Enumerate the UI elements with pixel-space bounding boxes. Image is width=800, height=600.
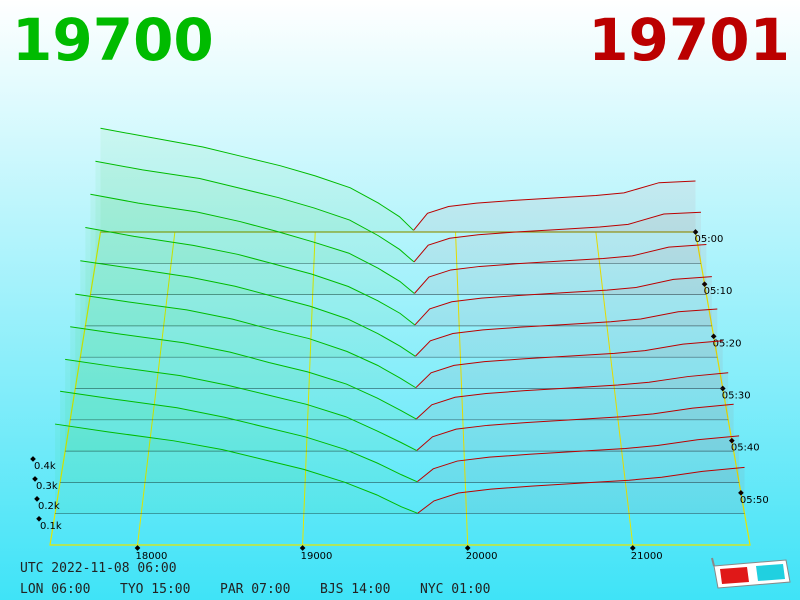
clock: BJS 14:00 <box>320 582 390 597</box>
ask-area <box>415 308 718 358</box>
y-tick-label: 0.3k <box>36 481 58 492</box>
bid-area <box>100 128 414 232</box>
ask-depth-line <box>415 340 723 388</box>
bid-area <box>60 391 418 483</box>
ask-depth-line <box>414 243 707 294</box>
utc-time: UTC 2022-11-08 06:00 <box>20 561 177 576</box>
x-tick-label: 20000 <box>466 551 498 562</box>
y-tick-mark <box>36 515 42 522</box>
ask-price: 19701 <box>588 6 790 74</box>
z-tick-label: 05:20 <box>713 338 742 349</box>
clock: NYC 01:00 <box>420 582 490 597</box>
bid-depth-line <box>65 358 417 451</box>
bid-area <box>80 260 416 358</box>
y-tick-label: 0.4k <box>34 461 56 472</box>
ask-area <box>413 181 696 232</box>
z-tick-label: 05:00 <box>695 234 724 245</box>
ask-depth-line <box>413 180 696 231</box>
ask-area <box>416 372 729 420</box>
bid-depth-line <box>85 226 416 326</box>
ask-depth-line <box>416 403 734 451</box>
z-tick-label: 05:30 <box>722 391 751 402</box>
bid-depth-line <box>100 127 414 231</box>
clock: TYO 15:00 <box>120 582 190 597</box>
ask-area <box>414 244 707 295</box>
bid-area <box>90 194 415 295</box>
bid-area <box>65 359 417 452</box>
bid-area <box>85 227 415 326</box>
ask-depth-line <box>417 466 745 514</box>
ask-depth-line <box>416 372 729 420</box>
bid-area <box>55 424 418 514</box>
clocks: LON 06:00 TYO 15:00 PAR 07:00 BJS 14:00 NYC … <box>20 582 490 597</box>
z-tick-label: 05:40 <box>731 443 760 454</box>
bid-area <box>95 161 414 264</box>
ask-depth-line <box>415 308 718 357</box>
3d-glasses-icon <box>711 557 791 589</box>
z-tick-mark <box>729 437 735 444</box>
ask-depth-line <box>413 211 701 263</box>
x-tick-mark <box>134 545 141 551</box>
bid-depth-line <box>95 160 415 263</box>
ask-area <box>417 467 745 514</box>
x-tick-label: 19000 <box>301 551 333 562</box>
ask-area <box>416 404 734 452</box>
ask-area <box>415 340 723 389</box>
ask-area <box>414 212 701 264</box>
ask-area <box>415 276 712 326</box>
bid-area <box>75 294 416 389</box>
clock: LON 06:00 <box>20 582 90 597</box>
x-tick-mark <box>629 545 636 551</box>
z-tick-mark <box>710 333 717 340</box>
clock: PAR 07:00 <box>220 582 290 597</box>
ask-area <box>417 435 740 483</box>
z-tick-label: 05:50 <box>740 495 769 506</box>
y-tick-label: 0.2k <box>38 501 60 512</box>
ask-depth-line <box>414 276 712 326</box>
bid-price: 19700 <box>12 6 214 74</box>
z-tick-mark <box>701 281 708 287</box>
bid-depth-line <box>60 390 418 483</box>
z-tick-label: 05:10 <box>704 286 733 297</box>
x-tick-label: 21000 <box>631 551 663 562</box>
bid-depth-line <box>70 326 417 420</box>
x-tick-mark <box>299 545 306 551</box>
ask-depth-line <box>417 435 740 483</box>
bid-area <box>70 326 417 420</box>
x-tick-mark <box>464 545 471 551</box>
bid-depth-line <box>75 293 417 389</box>
x-tick-label: 18000 <box>136 551 168 562</box>
bid-depth-line <box>80 260 416 357</box>
z-tick-mark <box>738 490 744 496</box>
bid-depth-line <box>54 423 418 514</box>
y-tick-label: 0.1k <box>40 521 62 532</box>
bid-depth-line <box>90 193 415 294</box>
plot: 18000 19000 20000 21000 05:00 05:10 05:20 05:30… <box>30 127 769 562</box>
